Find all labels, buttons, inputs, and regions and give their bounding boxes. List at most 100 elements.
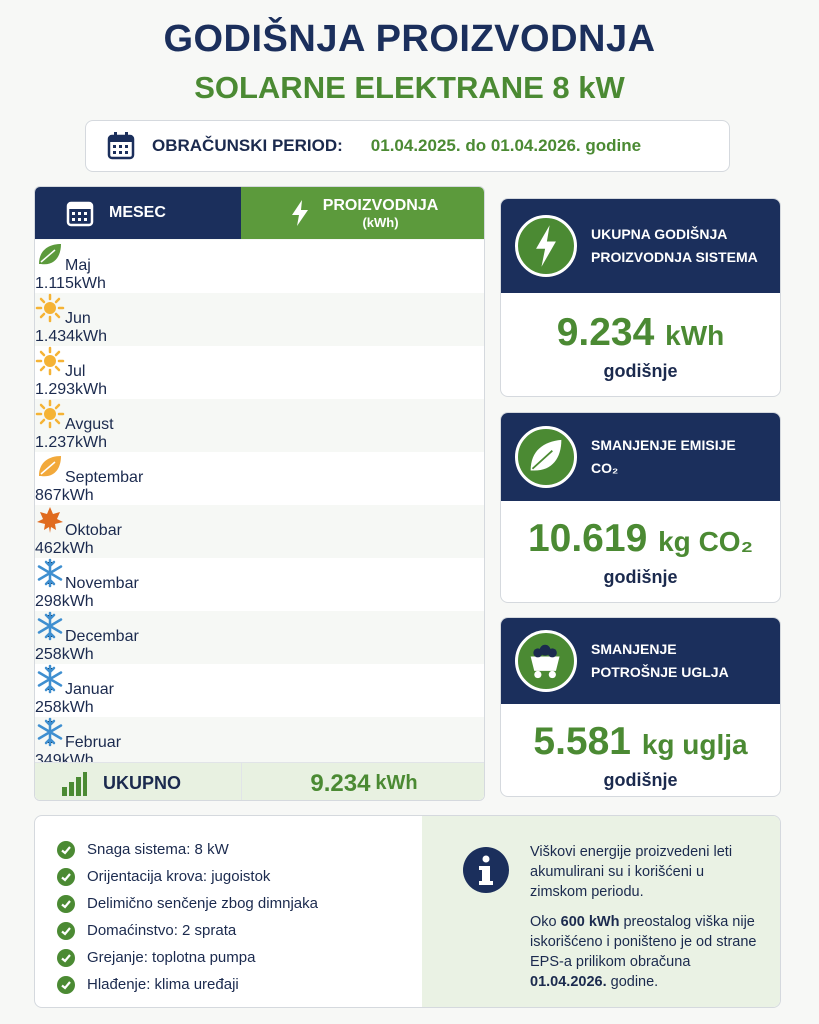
month-icon: [37, 558, 63, 588]
info-icon: [463, 847, 509, 893]
unit: kWh: [61, 699, 94, 716]
month: Jul: [65, 363, 86, 380]
value-cell: 1.434kWh: [35, 328, 484, 346]
header-text: PROIZVODNJA: [322, 196, 439, 214]
card-value-line: 5.581 kg uglja: [501, 720, 780, 764]
month-icon: [37, 611, 63, 641]
period-box: OBRAČUNSKI PERIOD: 01.04.2025. do 01.04.…: [85, 120, 730, 172]
card-header: UKUPNA GODIŠNJA PROIZVODNJA SISTEMA: [501, 199, 780, 293]
value: 298: [35, 593, 62, 610]
value-cell: 1.293kWh: [35, 381, 484, 399]
value-cell: 298kWh: [35, 593, 484, 611]
card-body: 9.234 kWh godišnje: [501, 293, 780, 382]
header-unit: (kWh): [362, 214, 399, 230]
value-cell: 1.115kWh: [35, 275, 484, 293]
note-text: Viškovi energije proizvedeni leti akumul…: [530, 844, 733, 900]
card-unit: kWh: [665, 320, 725, 351]
month: Novembar: [65, 575, 139, 592]
table-row: Januar 258kWh: [35, 664, 484, 717]
card-unit: kg CO₂: [658, 526, 754, 557]
note-part: godine.: [606, 974, 659, 990]
card-icon: [515, 426, 577, 488]
month: Decembar: [65, 628, 139, 645]
month-icon: [35, 399, 65, 429]
month: Maj: [65, 257, 91, 274]
calendar-icon: [66, 201, 94, 227]
month-icon: [35, 346, 65, 376]
card-title: SMANJENJE EMISIJE CO₂: [591, 437, 736, 476]
value-cell: 258kWh: [35, 646, 484, 664]
value: 1.293: [35, 381, 76, 398]
fact-item: Orijentacija krova: jugoistok: [57, 863, 318, 890]
unit: kWh: [61, 593, 94, 610]
table-row: Jul 1.293kWh: [35, 346, 484, 399]
unit: kWh: [375, 772, 418, 795]
unit: kWh: [61, 487, 94, 504]
month: Avgust: [65, 416, 114, 433]
value: 462: [35, 540, 62, 557]
title: GODIŠNJA PROIZVODNJA: [163, 18, 656, 60]
card-title: UKUPNA GODIŠNJA PROIZVODNJA SISTEMA: [591, 226, 758, 265]
note-part: preostalog viška nije iskorišćeno i poni…: [530, 914, 761, 970]
period-label: OBRAČUNSKI PERIOD:: [152, 136, 343, 155]
fact-item: Grejanje: toplotna pumpa: [57, 944, 318, 971]
value: 258: [35, 646, 62, 663]
value: 867: [35, 487, 62, 504]
value: 1.434: [35, 328, 76, 345]
month: Oktobar: [65, 522, 122, 539]
check-icon: [57, 921, 75, 940]
fact-item: Snaga sistema: 8 kW: [57, 836, 318, 863]
unit: kWh: [61, 646, 94, 663]
table-row: Oktobar 462kWh: [35, 505, 484, 558]
month: Januar: [65, 681, 114, 698]
card-unit: kg uglja: [641, 729, 748, 760]
table-row: Novembar 298kWh: [35, 558, 484, 611]
month: Septembar: [65, 469, 144, 486]
stat-card: UKUPNA GODIŠNJA PROIZVODNJA SISTEMA 9.234…: [500, 198, 781, 397]
stat-card: SMANJENJE EMISIJE CO₂ 10.619 kg CO₂ godišn…: [500, 412, 781, 603]
month-icon: [37, 664, 63, 694]
check-icon: [57, 975, 75, 994]
note-panel: Viškovi energije proizvedeni leti akumul…: [422, 816, 780, 1007]
unit: kWh: [75, 381, 108, 398]
calendar-icon: [107, 132, 135, 160]
fact-text: Grejanje: toplotna pumpa: [87, 949, 256, 966]
month: Februar: [65, 734, 122, 751]
value-cell: 9.234 kWh: [241, 763, 484, 800]
check-icon: [57, 867, 75, 886]
card-value: 5.581: [533, 720, 631, 763]
fact-text: Domaćinstvo: 2 sprata: [87, 922, 237, 939]
value: 258: [35, 699, 62, 716]
fact-text: Delimično senčenje zbog dimnjaka: [87, 895, 318, 912]
facts-list: Snaga sistema: 8 kW Orijentacija krova: j…: [57, 836, 318, 998]
month-icon: [37, 507, 63, 533]
card-body: 5.581 kg uglja godišnje: [501, 704, 780, 791]
table-row: Avgust 1.237kWh: [35, 399, 484, 452]
total-value: 9.234: [310, 769, 371, 797]
chart-icon: [62, 771, 87, 796]
unit: kWh: [73, 275, 106, 292]
note-text: Oko 600 kWh preostalog viška nije iskori…: [530, 912, 762, 992]
total-label: UKUPNO: [103, 773, 182, 794]
month: Jun: [65, 310, 91, 327]
bolt-icon: [291, 200, 308, 226]
month-header: MESEC: [35, 187, 241, 239]
card-title: SMANJENJE POTROŠNJE UGLJA: [591, 641, 729, 680]
production-table: MESEC PROIZVODNJA(kWh) April918kWhMaj1.1…: [34, 186, 485, 801]
note-part: Oko: [530, 914, 561, 930]
note-part: 600 kWh: [560, 914, 620, 930]
table-row: Maj 1.115kWh: [35, 240, 484, 293]
card-body: 10.619 kg CO₂ godišnje: [501, 501, 780, 588]
card-header: SMANJENJE EMISIJE CO₂: [501, 413, 780, 501]
card-icon: [515, 215, 577, 277]
fact-text: Hlađenje: klima uređaji: [87, 976, 239, 993]
value-cell: 1.237kWh: [35, 434, 484, 452]
card-header: SMANJENJE POTROŠNJE UGLJA: [501, 618, 780, 704]
stat-card: SMANJENJE POTROŠNJE UGLJA 5.581 kg uglja g…: [500, 617, 781, 797]
total-row: UKUPNO 9.234 kWh: [35, 762, 484, 800]
fact-text: Orijentacija krova: jugoistok: [87, 868, 271, 885]
period-value: 01.04.2025. do 01.04.2026. godine: [370, 136, 642, 155]
value-cell: 258kWh: [35, 699, 484, 717]
month-icon: [39, 456, 61, 477]
